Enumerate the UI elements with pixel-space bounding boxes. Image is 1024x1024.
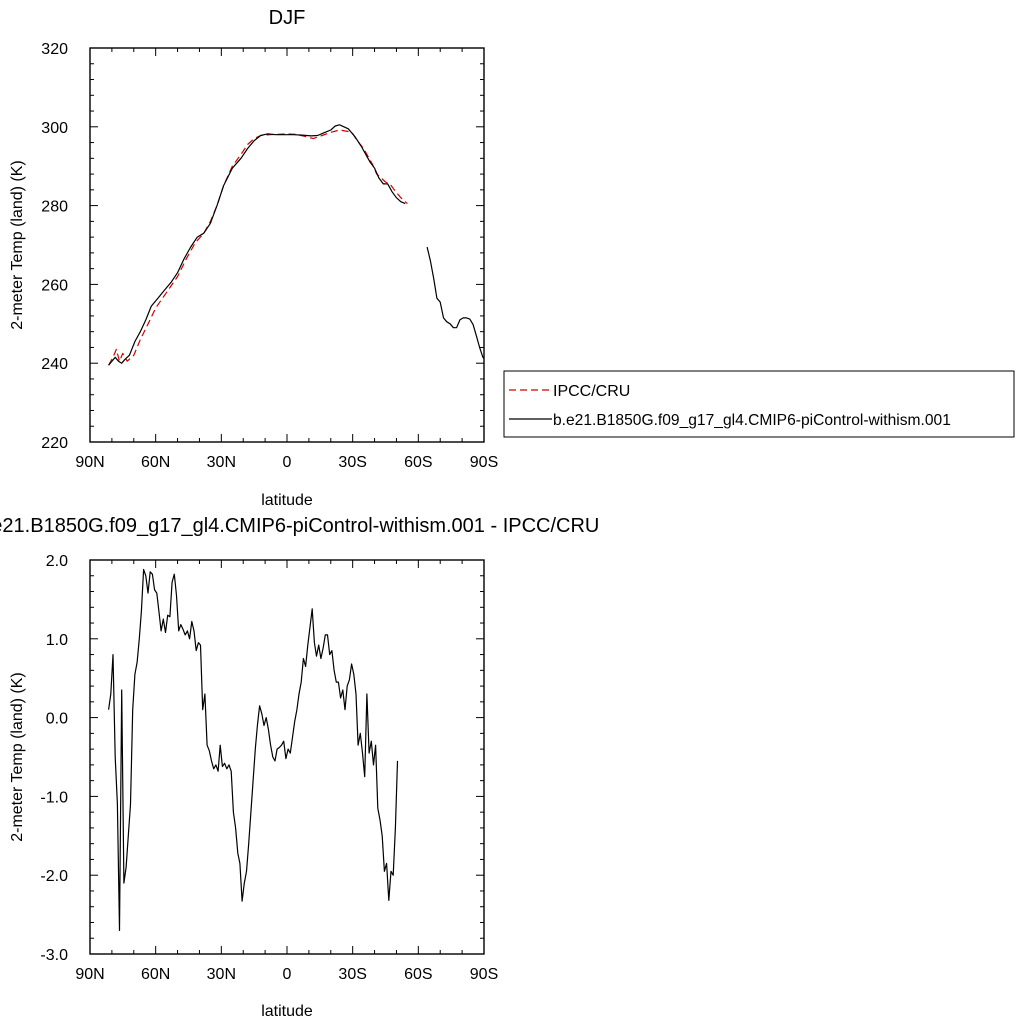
top-model-line <box>108 124 406 366</box>
top-ytick-label: 280 <box>41 199 68 216</box>
top-ytick-label: 240 <box>41 356 68 373</box>
bottom-xtick-label: 90N <box>75 966 104 983</box>
bottom-plot-frame <box>89 559 485 955</box>
top-plot-frame <box>89 47 485 443</box>
bottom-panel: b.e21.B1850G.f09_g17_gl4.CMIP6-piControl… <box>0 515 599 1020</box>
bottom-ytick-label: 1.0 <box>46 632 68 649</box>
top-axis-ticks: 90N 60N 30N 0 30S 60S 90S 220 240 260 280 300 320 <box>41 41 498 471</box>
top-ytick-label: 220 <box>41 435 68 452</box>
bottom-ytick-label: -3.0 <box>40 947 68 964</box>
top-xtick-label: 30S <box>338 454 366 471</box>
top-x-axis-label: latitude <box>261 492 313 509</box>
top-y-axis-label: 2-meter Temp (land) (K) <box>9 160 26 330</box>
top-ytick-label: 320 <box>41 41 68 58</box>
bottom-difference-line <box>108 568 399 932</box>
bottom-xtick-label: 30N <box>207 966 236 983</box>
top-title: DJF <box>269 7 306 29</box>
bottom-series-group <box>108 568 399 932</box>
top-xtick-label: 0 <box>283 454 292 471</box>
bottom-xtick-label: 30S <box>338 966 366 983</box>
top-panel: DJF 90N 60N 30N 0 30S 60S 90S 220 240 260 280 300 32… <box>9 7 1015 509</box>
legend: IPCC/CRU b.e21.B1850G.f09_g17_gl4.CMIP6-… <box>503 370 1015 438</box>
bottom-ytick-label: -2.0 <box>40 868 68 885</box>
bottom-xtick-label: 0 <box>283 966 292 983</box>
legend-box <box>503 370 1015 438</box>
bottom-ytick-label: 0.0 <box>46 711 68 728</box>
legend-label-model: b.e21.B1850G.f09_g17_gl4.CMIP6-piControl… <box>553 412 951 429</box>
top-model-line <box>426 246 485 359</box>
top-ytick-label: 260 <box>41 277 68 294</box>
bottom-xtick-label: 90S <box>470 966 498 983</box>
top-xtick-label: 30N <box>207 454 236 471</box>
top-xtick-label: 90N <box>75 454 104 471</box>
top-ytick-label: 300 <box>41 120 68 137</box>
bottom-title: b.e21.B1850G.f09_g17_gl4.CMIP6-piControl… <box>0 515 599 537</box>
bottom-ytick-label: -1.0 <box>40 789 68 806</box>
legend-label-ipcc-cru: IPCC/CRU <box>553 383 630 400</box>
bottom-xtick-label: 60N <box>141 966 170 983</box>
top-xtick-label: 60N <box>141 454 170 471</box>
top-xtick-label: 60S <box>404 454 432 471</box>
bottom-x-axis-label: latitude <box>261 1003 313 1020</box>
top-series-group <box>108 124 485 366</box>
bottom-xtick-label: 60S <box>404 966 432 983</box>
bottom-y-axis-label: 2-meter Temp (land) (K) <box>9 672 26 842</box>
top-xtick-label: 90S <box>470 454 498 471</box>
bottom-axis-ticks: 90N 60N 30N 0 30S 60S 90S -3.0 -2.0 -1.0 0.0 1.0 2.0 <box>40 553 498 983</box>
top-ipcc-cru-line <box>108 129 408 366</box>
bottom-ytick-label: 2.0 <box>46 553 68 570</box>
